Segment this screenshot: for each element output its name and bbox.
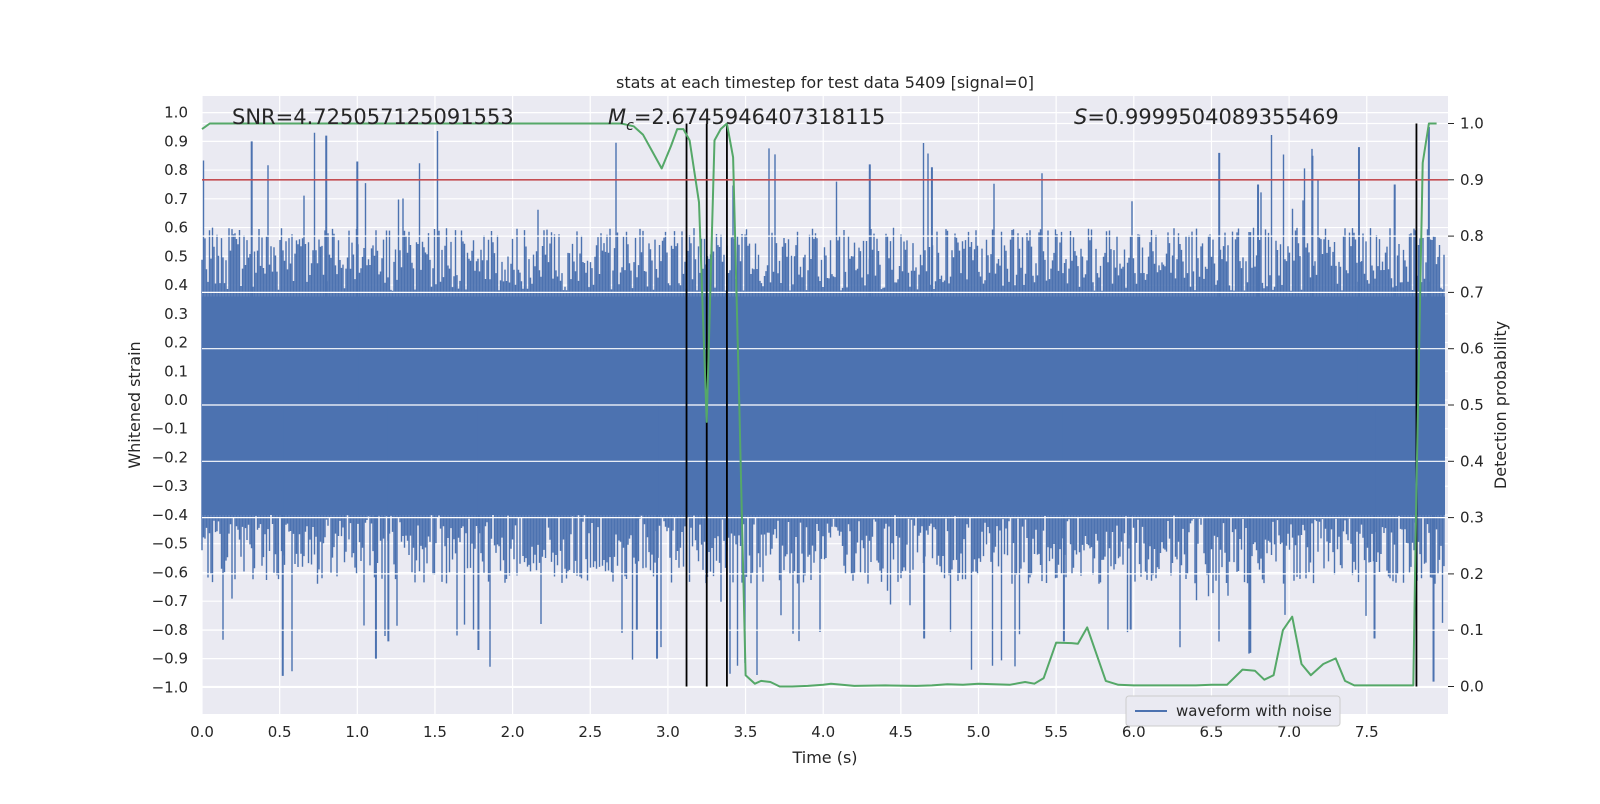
y2-tick-label: 0.0 — [1460, 678, 1484, 696]
y-tick-label: 0.9 — [164, 132, 188, 150]
y-tick-label: −0.9 — [152, 650, 188, 668]
legend: waveform with noise — [1125, 695, 1341, 727]
x-tick-label: 7.0 — [1277, 723, 1301, 741]
x-tick-label: 3.5 — [734, 723, 758, 741]
y-tick-label: 0.6 — [164, 219, 188, 237]
y2-tick-label: 0.5 — [1460, 396, 1484, 414]
x-tick-label: 3.0 — [656, 723, 680, 741]
chirp-mass-subscript: c — [626, 118, 634, 134]
y-tick-label: −0.7 — [152, 592, 188, 610]
x-axis-label: Time (s) — [791, 748, 857, 767]
y-tick-label: 0.0 — [164, 391, 188, 409]
y-tick-label: 0.3 — [164, 305, 188, 323]
chirp-mass-symbol: M — [608, 105, 626, 129]
significance-annotation: S=0.9999504089355469 — [1074, 105, 1339, 129]
x-tick-label: 6.0 — [1122, 723, 1146, 741]
y2-axis-ticks: 1.0 0.9 0.8 0.7 0.6 0.5 0.4 0.3 0.2 0.1 0.0 — [1448, 115, 1484, 696]
vertical-markers — [685, 123, 1418, 687]
y-tick-label: 0.7 — [164, 190, 188, 208]
y-tick-label: −0.8 — [152, 621, 188, 639]
x-tick-label: 5.5 — [1044, 723, 1068, 741]
waveform-series — [201, 126, 1445, 682]
legend-box — [1125, 695, 1341, 727]
y-tick-label: 0.8 — [164, 161, 188, 179]
y2-tick-label: 0.8 — [1460, 227, 1484, 245]
x-tick-label: 7.5 — [1355, 723, 1379, 741]
y-axis-label: Whitened strain — [125, 341, 144, 468]
y-tick-label: −0.3 — [152, 477, 188, 495]
probability-series — [201, 122, 1437, 688]
x-tick-label: 2.5 — [578, 723, 602, 741]
significance-symbol: S — [1074, 105, 1087, 129]
x-tick-label: 1.5 — [423, 723, 447, 741]
y2-axis-label: Detection probability — [1491, 321, 1510, 489]
x-tick-label: 5.0 — [967, 723, 991, 741]
chirp-mass-value: =2.6745946407318115 — [634, 105, 885, 129]
x-axis-ticks: 0.0 0.5 1.0 1.5 2.0 2.5 3.0 3.5 4.0 4.5 5.0 5.5 6.0 6… — [190, 723, 1379, 741]
chart-title: stats at each timestep for test data 540… — [616, 73, 1034, 92]
x-tick-label: 2.0 — [501, 723, 525, 741]
y-tick-label: −0.4 — [152, 506, 188, 524]
y2-tick-label: 0.2 — [1460, 565, 1484, 583]
y-tick-label: −0.1 — [152, 420, 188, 438]
y-tick-label: −0.2 — [152, 448, 188, 466]
y2-tick-label: 0.9 — [1460, 171, 1484, 189]
y2-tick-label: 0.4 — [1460, 452, 1484, 470]
chirp-mass-annotation: Mc=2.6745946407318115 — [608, 105, 885, 134]
y2-tick-label: 1.0 — [1460, 115, 1484, 133]
x-tick-label: 6.5 — [1200, 723, 1224, 741]
y-tick-label: 0.5 — [164, 247, 188, 265]
x-tick-label: 4.5 — [889, 723, 913, 741]
y-tick-label: 0.1 — [164, 362, 188, 380]
significance-value: =0.9999504089355469 — [1087, 105, 1338, 129]
y2-tick-label: 0.3 — [1460, 509, 1484, 527]
legend-label: waveform with noise — [1176, 702, 1332, 720]
x-tick-label: 0.5 — [268, 723, 292, 741]
y-tick-label: −0.6 — [152, 563, 188, 581]
probability-line — [201, 122, 1437, 688]
x-tick-label: 1.0 — [345, 723, 369, 741]
snr-annotation: SNR=4.725057125091553 — [232, 105, 514, 129]
y-tick-label: −1.0 — [152, 678, 188, 696]
y-axis-ticks: 1.0 0.9 0.8 0.7 0.6 0.5 0.4 0.3 0.2 0.1 0.0 −0.1 −0.… — [152, 104, 188, 697]
y2-tick-label: 0.7 — [1460, 283, 1484, 301]
y-tick-label: −0.5 — [152, 535, 188, 553]
y-tick-label: 0.2 — [164, 334, 188, 352]
y-tick-label: 0.4 — [164, 276, 188, 294]
x-tick-label: 0.0 — [190, 723, 214, 741]
y2-tick-label: 0.6 — [1460, 340, 1484, 358]
y-tick-label: 1.0 — [164, 104, 188, 122]
x-tick-label: 4.0 — [811, 723, 835, 741]
y2-tick-label: 0.1 — [1460, 621, 1484, 639]
